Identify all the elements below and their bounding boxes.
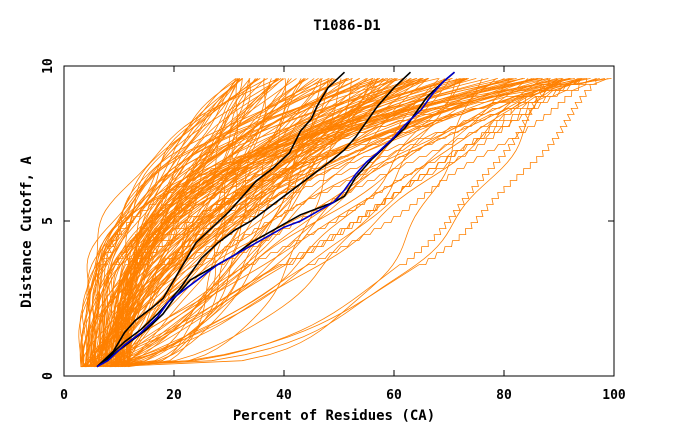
bulk-model-curve [90, 78, 334, 367]
bulk-model-curve [104, 78, 379, 367]
axes-group: 0 20 40 60 80 100 0 5 10 [41, 58, 626, 403]
highlight-model-line [96, 71, 412, 368]
bulk-model-curve [88, 78, 562, 368]
x-tick-label: 80 [496, 388, 512, 403]
bulk-series-group [78, 78, 612, 368]
bulk-model-curve [112, 78, 588, 368]
y-tick-label: 5 [41, 217, 56, 225]
bulk-model-curve [110, 78, 440, 368]
highlight-model-line [101, 71, 456, 365]
bulk-model-curve [103, 78, 572, 367]
bulk-model-curve [116, 78, 489, 367]
x-tick-label: 100 [602, 388, 626, 403]
highlight-model-line [96, 71, 346, 368]
bulk-model-curve [89, 78, 261, 367]
bulk-model-curve [122, 78, 497, 368]
bulk-model-curve [82, 78, 330, 367]
bulk-model-curve [86, 78, 560, 367]
chart-title: T1086-D1 [313, 18, 380, 34]
bulk-model-curve [90, 78, 396, 367]
bulk-model-curve [82, 78, 505, 367]
bulk-model-curve [81, 78, 279, 367]
bulk-model-curve [123, 78, 582, 367]
bulk-model-curve [110, 78, 277, 367]
bulk-model-curve [94, 78, 549, 367]
bulk-model-curve [120, 78, 266, 367]
bulk-model-curve [99, 78, 543, 368]
bulk-model-curve [95, 78, 583, 367]
bulk-model-curve [82, 78, 514, 367]
y-tick-label: 10 [41, 58, 56, 74]
highlight-series-group [96, 71, 456, 368]
bulk-model-curve [81, 78, 597, 368]
bulk-model-curve [120, 78, 309, 367]
x-axis-label: Percent of Residues (CA) [233, 408, 435, 424]
best-model-line [96, 71, 456, 368]
bulk-model-curve [96, 78, 564, 368]
x-tick-label: 60 [386, 388, 402, 403]
bulk-model-curve [91, 78, 380, 367]
bulk-model-curve [121, 78, 251, 367]
bulk-model-curve [112, 78, 570, 367]
bulk-model-curve [79, 78, 570, 367]
bulk-model-curve [101, 78, 380, 367]
bulk-model-curve [112, 78, 570, 367]
bulk-model-curve [102, 78, 315, 367]
bulk-model-curve [120, 78, 285, 367]
bulk-model-curve [97, 78, 289, 368]
x-tick-label: 20 [166, 388, 182, 403]
bulk-model-curve [108, 78, 538, 367]
bulk-model-curve [84, 78, 463, 368]
bulk-model-curve [106, 78, 237, 367]
y-axis-label: Distance Cutoff, A [19, 156, 35, 308]
bulk-model-curve [104, 78, 278, 367]
bulk-model-curve [121, 78, 319, 367]
bulk-model-curve [120, 78, 348, 368]
x-tick-label: 0 [60, 388, 68, 403]
y-tick-label: 0 [41, 372, 56, 380]
x-tick-label: 40 [276, 388, 292, 403]
bulk-model-curve [84, 78, 551, 368]
bulk-model-curve [85, 78, 612, 367]
